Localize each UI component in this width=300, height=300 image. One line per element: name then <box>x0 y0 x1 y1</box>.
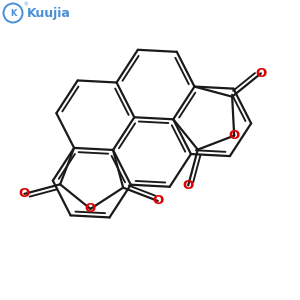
Text: O: O <box>183 179 194 192</box>
Text: K: K <box>10 8 16 17</box>
Text: O: O <box>255 67 267 80</box>
Text: O: O <box>19 188 30 200</box>
Text: O: O <box>85 202 96 215</box>
Text: O: O <box>152 194 164 207</box>
Text: ®: ® <box>23 2 28 7</box>
Text: O: O <box>229 129 240 142</box>
Text: Kuujia: Kuujia <box>26 7 70 20</box>
